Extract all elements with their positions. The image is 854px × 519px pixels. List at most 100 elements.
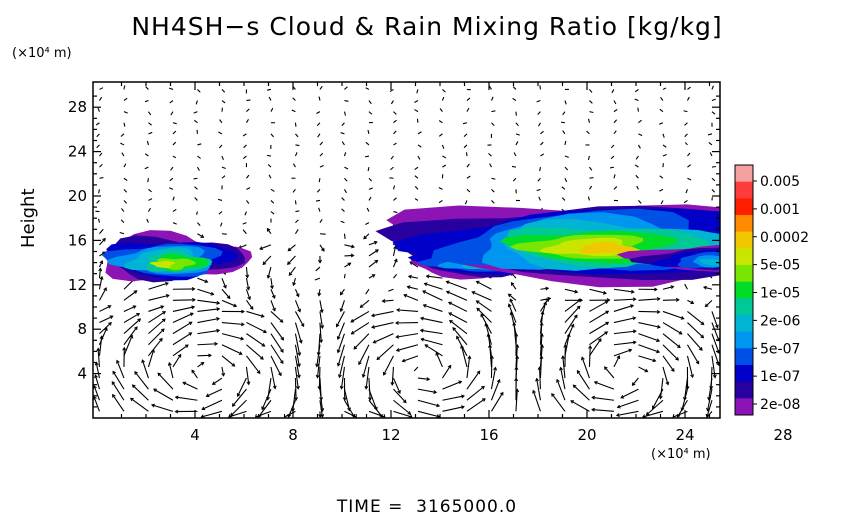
wind-arrow-head	[698, 347, 703, 351]
wind-arrow	[340, 366, 345, 389]
wind-arrow	[172, 208, 177, 212]
wind-arrow-head	[167, 361, 172, 366]
wind-arrow	[245, 266, 248, 278]
cloud_2c-level	[838, 256, 854, 262]
wind-arrow-head	[630, 304, 635, 308]
wind-arrow	[95, 122, 100, 126]
wind-arrow	[684, 122, 688, 126]
wind-arrow-head	[134, 371, 138, 375]
wind-arrow-head	[395, 334, 400, 339]
wind-arrow	[182, 381, 198, 390]
wind-arrow-head	[678, 330, 683, 335]
wind-arrow	[246, 355, 261, 374]
wind-arrow	[589, 100, 593, 104]
wind-arrow	[98, 276, 103, 290]
wind-arrow	[294, 344, 300, 367]
wind-arrow	[613, 108, 618, 113]
wind-arrow	[287, 255, 296, 265]
wind-arrow	[536, 378, 541, 401]
wind-arrow	[98, 96, 103, 101]
wind-arrow	[148, 311, 166, 324]
wind-arrow-head	[247, 296, 251, 301]
wind-arrow	[560, 121, 566, 124]
wind-arrow	[687, 86, 691, 90]
wind-arrow	[659, 175, 664, 179]
wind-arrow-head	[300, 323, 305, 328]
wind-arrow-head	[210, 291, 215, 296]
wind-arrow	[424, 344, 443, 357]
wind-arrow	[292, 188, 296, 193]
wind-arrow	[396, 344, 419, 352]
wind-arrow	[221, 321, 244, 326]
wind-arrow-head	[493, 366, 498, 371]
wind-arrow	[243, 144, 247, 149]
wind-arrow	[221, 366, 225, 376]
wind-arrow	[442, 395, 465, 401]
wind-arrow	[683, 199, 688, 204]
wind-arrow	[266, 154, 272, 157]
wind-arrow	[368, 274, 376, 279]
wind-arrow	[340, 132, 345, 135]
wind-arrow	[508, 293, 517, 301]
wind-arrow-head	[151, 403, 155, 408]
wind-arrow	[634, 98, 639, 102]
wind-arrow-head	[423, 282, 428, 287]
wind-arrow	[414, 100, 419, 103]
wind-arrow-head	[476, 370, 481, 375]
wind-arrow-head	[396, 308, 400, 313]
wind-arrow-head	[315, 363, 320, 368]
wind-arrow	[391, 366, 394, 385]
wind-arrow	[246, 99, 251, 102]
wind-arrow	[711, 188, 716, 193]
wind-arrow-head	[296, 374, 301, 379]
wind-arrow	[172, 354, 182, 368]
wind-arrow	[123, 163, 127, 168]
wind-arrow	[537, 111, 541, 115]
wind-arrow-head	[230, 412, 234, 417]
wind-arrow	[338, 355, 345, 378]
wind-arrow	[172, 332, 192, 346]
wind-arrow	[388, 288, 394, 292]
wind-arrow	[358, 344, 370, 365]
wind-arrow	[343, 189, 347, 194]
wind-arrow	[456, 336, 468, 357]
wind-arrow	[588, 338, 602, 357]
wind-arrow	[407, 286, 419, 290]
wind-arrow	[711, 111, 716, 115]
colorbar-swatch	[735, 315, 753, 333]
wind-arrow	[294, 289, 300, 297]
wind-arrow	[604, 366, 615, 379]
y-tick-label: 12	[68, 276, 87, 294]
wind-arrow	[344, 86, 348, 90]
wind-arrow	[510, 312, 517, 334]
wind-arrow-head	[339, 308, 344, 313]
wind-arrow	[390, 155, 394, 160]
wind-arrow	[245, 366, 250, 385]
colorbar-swatch	[735, 265, 753, 283]
wind-arrow-head	[263, 329, 268, 334]
wind-arrow-head	[700, 321, 705, 326]
wind-arrow-head	[174, 409, 179, 414]
wind-arrow	[466, 188, 471, 193]
wind-arrow-head	[157, 372, 162, 377]
wind-arrow	[98, 327, 108, 345]
plot-frame	[92, 81, 721, 419]
wind-arrow	[416, 89, 419, 94]
wind-arrow-head	[317, 292, 322, 297]
wind-arrow	[197, 343, 218, 346]
wind-arrow	[414, 175, 419, 179]
wind-arrow	[170, 166, 174, 171]
wind-arrow	[686, 355, 694, 378]
wind-arrow-head	[603, 366, 608, 371]
wind-arrow-head	[715, 324, 719, 329]
wind-arrow	[341, 122, 345, 127]
wind-arrow	[99, 315, 113, 324]
wind-arrow	[466, 386, 485, 401]
wind-arrow-head	[350, 253, 355, 258]
wind-arrow-head	[591, 407, 595, 412]
wind-arrow	[711, 322, 720, 342]
wind-arrow	[197, 89, 201, 93]
wind-arrow	[319, 300, 323, 313]
wind-arrow	[368, 241, 378, 246]
wind-arrow-head	[339, 291, 344, 296]
